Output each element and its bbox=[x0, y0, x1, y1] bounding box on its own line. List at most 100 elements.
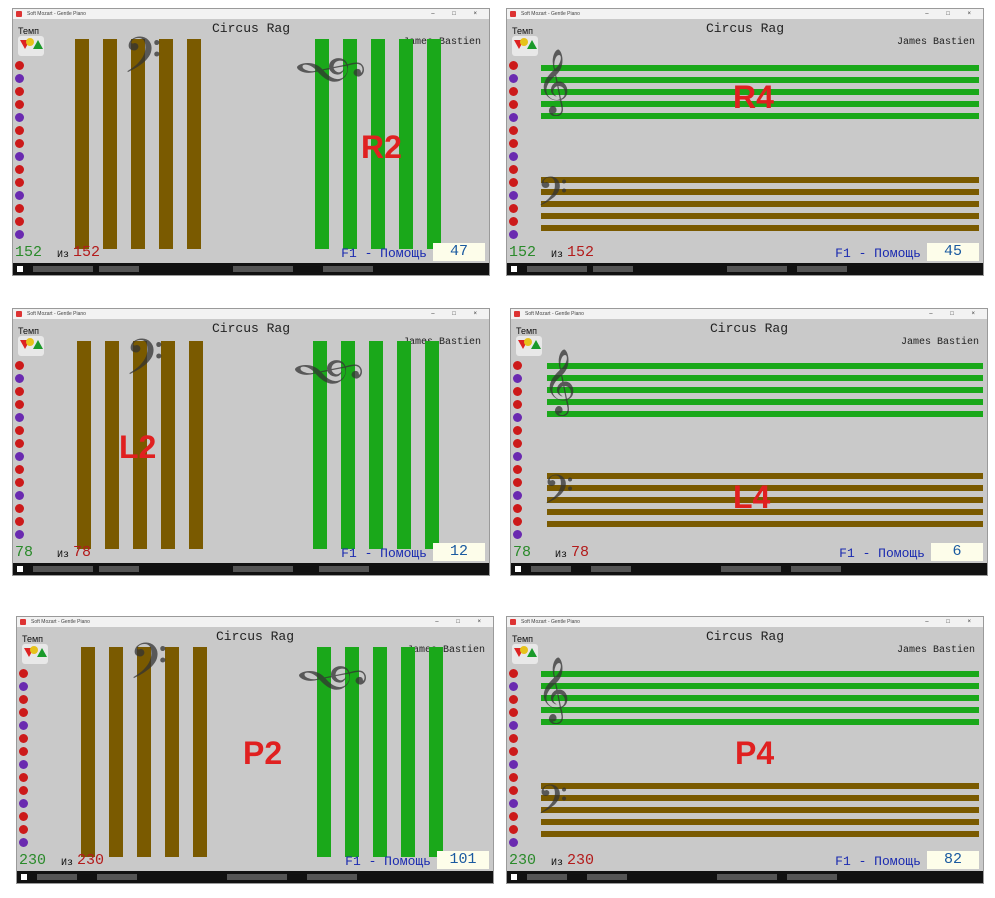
flower-icon bbox=[509, 87, 518, 96]
window-titlebar: Soft Mozart - Gentle Piano – □ × bbox=[507, 617, 983, 627]
help-hint[interactable]: F1 - Помощь bbox=[835, 246, 921, 261]
app-icon bbox=[510, 619, 516, 625]
windows-start-icon[interactable] bbox=[17, 566, 23, 572]
taskbar-item[interactable] bbox=[323, 266, 373, 272]
taskbar-item[interactable] bbox=[227, 874, 287, 880]
help-hint[interactable]: F1 - Помощь bbox=[835, 854, 921, 869]
taskbar-item[interactable] bbox=[33, 566, 93, 572]
of-label: Из bbox=[57, 250, 70, 261]
green-bar bbox=[315, 39, 329, 249]
flower-icon bbox=[513, 504, 522, 513]
brown-bar bbox=[105, 341, 119, 549]
help-hint[interactable]: F1 - Помощь bbox=[345, 854, 431, 869]
window-controls[interactable]: – □ × bbox=[925, 11, 979, 17]
flower-icon bbox=[509, 695, 518, 704]
bass-clef-icon: 𝄢 bbox=[125, 329, 164, 399]
taskbar-item[interactable] bbox=[587, 874, 627, 880]
taskbar-item[interactable] bbox=[233, 566, 293, 572]
flower-icon bbox=[19, 773, 28, 782]
total-count: 230 bbox=[567, 852, 595, 869]
flower-icon bbox=[513, 413, 522, 422]
window-titlebar: Soft Mozart - Gentle Piano – □ × bbox=[13, 9, 489, 19]
brown-staff-line bbox=[541, 225, 979, 231]
brown-bar bbox=[159, 39, 173, 249]
brown-bar bbox=[131, 39, 145, 249]
flower-icon bbox=[15, 178, 24, 187]
window-titlebar: Soft Mozart - Gentle Piano – □ × bbox=[511, 309, 987, 319]
flower-icon bbox=[15, 361, 24, 370]
taskbar-item[interactable] bbox=[527, 266, 587, 272]
help-hint[interactable]: F1 - Помощь bbox=[839, 546, 925, 561]
played-count: 230 bbox=[19, 852, 47, 869]
flower-icon bbox=[509, 773, 518, 782]
flower-icon bbox=[509, 799, 518, 808]
of-label: Из bbox=[551, 250, 564, 261]
flower-icon bbox=[19, 799, 28, 808]
tempo-label: Темп bbox=[18, 326, 40, 336]
brown-bar bbox=[103, 39, 117, 249]
flower-icon bbox=[15, 113, 24, 122]
taskbar-item[interactable] bbox=[591, 566, 631, 572]
help-hint[interactable]: F1 - Помощь bbox=[341, 546, 427, 561]
green-staff-line bbox=[547, 411, 983, 417]
flower-icon bbox=[15, 230, 24, 239]
tempo-icon[interactable] bbox=[516, 336, 542, 356]
tempo-label: Темп bbox=[516, 326, 538, 336]
window-controls[interactable]: – □ × bbox=[435, 619, 489, 625]
taskbar-item[interactable] bbox=[97, 874, 137, 880]
tempo-label: Темп bbox=[18, 26, 40, 36]
taskbar-item[interactable] bbox=[717, 874, 777, 880]
window-controls[interactable]: – □ × bbox=[431, 311, 485, 317]
brown-bar bbox=[133, 341, 147, 549]
green-bar bbox=[425, 341, 439, 549]
tempo-icon[interactable] bbox=[18, 36, 44, 56]
taskbar-item[interactable] bbox=[721, 566, 781, 572]
tempo-icon[interactable] bbox=[512, 36, 538, 56]
flower-icon bbox=[15, 400, 24, 409]
windows-start-icon[interactable] bbox=[511, 874, 517, 880]
taskbar-item[interactable] bbox=[99, 266, 139, 272]
windows-start-icon[interactable] bbox=[17, 266, 23, 272]
help-hint[interactable]: F1 - Помощь bbox=[341, 246, 427, 261]
taskbar-item[interactable] bbox=[727, 266, 787, 272]
brown-staff-line bbox=[547, 497, 983, 503]
bass-clef-icon: 𝄢 bbox=[129, 633, 168, 703]
taskbar-item[interactable] bbox=[307, 874, 357, 880]
flower-column bbox=[509, 61, 521, 243]
counter-box: 82 bbox=[927, 851, 979, 869]
taskbar-item[interactable] bbox=[527, 874, 567, 880]
windows-start-icon[interactable] bbox=[511, 266, 517, 272]
window-controls[interactable]: – □ × bbox=[431, 11, 485, 17]
brown-bar bbox=[189, 341, 203, 549]
taskbar-item[interactable] bbox=[233, 266, 293, 272]
windows-start-icon[interactable] bbox=[21, 874, 27, 880]
taskbar-item[interactable] bbox=[99, 566, 139, 572]
taskbar-item[interactable] bbox=[593, 266, 633, 272]
flower-icon bbox=[509, 113, 518, 122]
window-controls[interactable]: – □ × bbox=[929, 311, 983, 317]
taskbar-item[interactable] bbox=[791, 566, 841, 572]
taskbar-item[interactable] bbox=[33, 266, 93, 272]
tempo-icon[interactable] bbox=[22, 644, 48, 664]
tempo-icon[interactable] bbox=[18, 336, 44, 356]
window-title: Soft Mozart - Gentle Piano bbox=[31, 619, 90, 625]
taskbar-item[interactable] bbox=[797, 266, 847, 272]
green-bar bbox=[341, 341, 355, 549]
taskbar-item[interactable] bbox=[787, 874, 837, 880]
taskbar-item[interactable] bbox=[319, 566, 369, 572]
taskbar-item[interactable] bbox=[37, 874, 77, 880]
flower-icon bbox=[509, 165, 518, 174]
tempo-icon[interactable] bbox=[512, 644, 538, 664]
window-controls[interactable]: – □ × bbox=[925, 619, 979, 625]
green-staff-line bbox=[541, 113, 979, 119]
flower-icon bbox=[509, 669, 518, 678]
green-bar bbox=[343, 39, 357, 249]
flower-icon bbox=[513, 361, 522, 370]
app-icon bbox=[514, 311, 520, 317]
mode-label: L4 bbox=[733, 479, 771, 515]
panel-r4: Soft Mozart - Gentle Piano – □ × Circus … bbox=[506, 8, 984, 276]
brown-staff-line bbox=[541, 783, 979, 789]
windows-start-icon[interactable] bbox=[515, 566, 521, 572]
taskbar-item[interactable] bbox=[531, 566, 571, 572]
song-title: Circus Rag bbox=[709, 321, 788, 336]
